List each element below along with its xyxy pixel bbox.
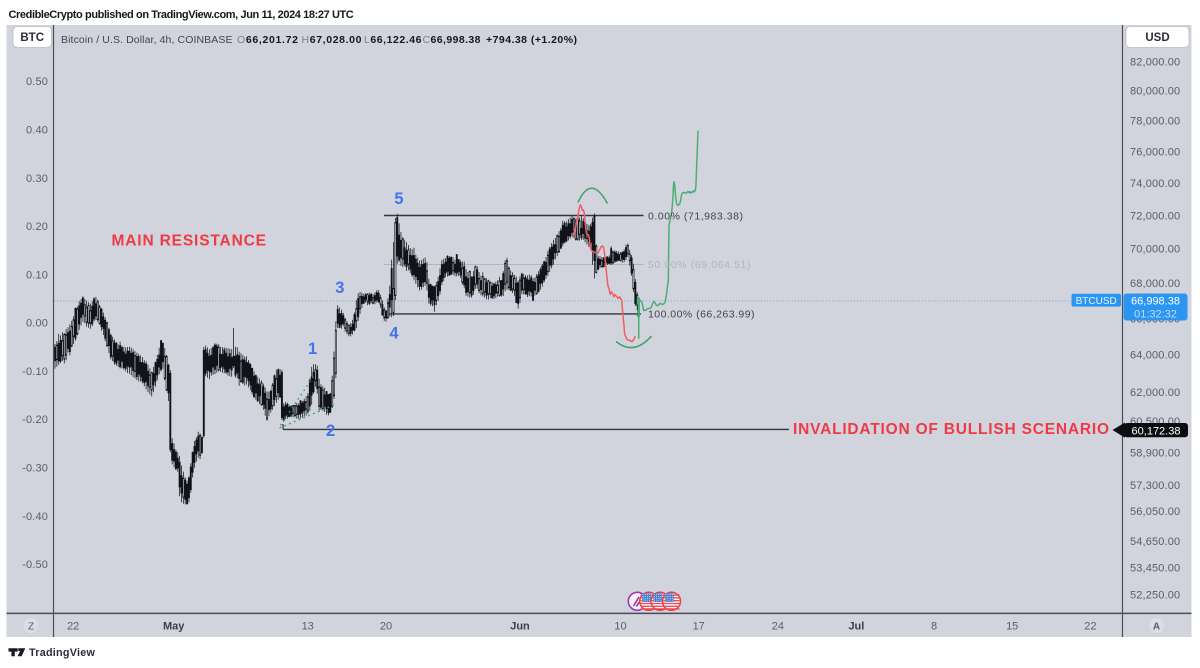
svg-text:13: 13 bbox=[302, 620, 314, 632]
svg-text:52,250.00: 52,250.00 bbox=[1130, 589, 1180, 601]
svg-text:64,000.00: 64,000.00 bbox=[1130, 350, 1180, 362]
svg-text:4: 4 bbox=[389, 324, 399, 342]
svg-text:TradingView: TradingView bbox=[29, 647, 96, 659]
svg-text:1: 1 bbox=[308, 340, 317, 358]
svg-text:-0.10: -0.10 bbox=[22, 366, 48, 378]
svg-text:5: 5 bbox=[394, 190, 403, 208]
svg-text:62,000.00: 62,000.00 bbox=[1130, 387, 1180, 399]
svg-text:57,300.00: 57,300.00 bbox=[1130, 480, 1180, 492]
svg-text:MAIN RESISTANCE: MAIN RESISTANCE bbox=[112, 233, 267, 250]
svg-text:66,998.38: 66,998.38 bbox=[1131, 296, 1180, 308]
svg-text:0.50: 0.50 bbox=[26, 76, 48, 88]
svg-text:+794.38 (+1.20%): +794.38 (+1.20%) bbox=[486, 34, 577, 46]
svg-text:-0.40: -0.40 bbox=[22, 511, 48, 523]
svg-text:100.00% (66,263.99): 100.00% (66,263.99) bbox=[648, 309, 755, 321]
svg-text:22: 22 bbox=[1084, 620, 1096, 632]
svg-text:76,000.00: 76,000.00 bbox=[1130, 146, 1180, 158]
svg-text:8: 8 bbox=[931, 620, 937, 632]
svg-text:BTC: BTC bbox=[20, 32, 44, 44]
svg-text:82,000.00: 82,000.00 bbox=[1130, 57, 1180, 69]
svg-text:72,000.00: 72,000.00 bbox=[1130, 211, 1180, 223]
svg-text:68,000.00: 68,000.00 bbox=[1130, 278, 1180, 290]
svg-text:Z: Z bbox=[28, 621, 34, 632]
svg-text:53,450.00: 53,450.00 bbox=[1130, 562, 1180, 574]
svg-text:0.00% (71,983.38): 0.00% (71,983.38) bbox=[648, 210, 743, 222]
svg-text:0.30: 0.30 bbox=[26, 173, 48, 185]
svg-text:20: 20 bbox=[380, 620, 392, 632]
svg-text:-0.20: -0.20 bbox=[22, 414, 48, 426]
svg-text:2: 2 bbox=[326, 422, 335, 440]
svg-text:0.00: 0.00 bbox=[26, 318, 48, 330]
svg-text:3: 3 bbox=[335, 279, 344, 297]
svg-text:BTCUSD: BTCUSD bbox=[1076, 296, 1117, 307]
svg-text:17: 17 bbox=[693, 620, 705, 632]
svg-text:CredibleCrypto published on Tr: CredibleCrypto published on TradingView.… bbox=[9, 9, 354, 21]
svg-text:80,000.00: 80,000.00 bbox=[1130, 86, 1180, 98]
svg-text:May: May bbox=[163, 620, 185, 632]
svg-text:-0.30: -0.30 bbox=[22, 463, 48, 475]
svg-text:22: 22 bbox=[67, 620, 79, 632]
svg-text:L66,122.46: L66,122.46 bbox=[364, 34, 422, 46]
svg-text:H67,028.00: H67,028.00 bbox=[302, 34, 362, 46]
svg-text:15: 15 bbox=[1006, 620, 1018, 632]
svg-text:INVALIDATION OF BULLISH SCENAR: INVALIDATION OF BULLISH SCENARIO bbox=[793, 421, 1109, 438]
svg-text:-0.50: -0.50 bbox=[22, 559, 48, 571]
svg-text:Jun: Jun bbox=[510, 620, 530, 632]
svg-text:50.00% (69,064.51): 50.00% (69,064.51) bbox=[648, 259, 751, 271]
svg-text:01:32:32: 01:32:32 bbox=[1134, 309, 1177, 321]
svg-text:10: 10 bbox=[614, 620, 626, 632]
svg-text:O66,201.72: O66,201.72 bbox=[237, 34, 298, 46]
svg-text:Jul: Jul bbox=[848, 620, 864, 632]
svg-text:0.40: 0.40 bbox=[26, 125, 48, 137]
svg-text:74,000.00: 74,000.00 bbox=[1130, 178, 1180, 190]
svg-text:58,900.00: 58,900.00 bbox=[1130, 448, 1180, 460]
svg-text:C66,998.38: C66,998.38 bbox=[423, 34, 481, 46]
svg-text:A: A bbox=[1153, 621, 1160, 632]
svg-text:0.10: 0.10 bbox=[26, 270, 48, 282]
svg-text:56,050.00: 56,050.00 bbox=[1130, 506, 1180, 518]
svg-text:54,650.00: 54,650.00 bbox=[1130, 536, 1180, 548]
svg-text:78,000.00: 78,000.00 bbox=[1130, 116, 1180, 128]
svg-text:24: 24 bbox=[772, 620, 784, 632]
svg-text:60,172.38: 60,172.38 bbox=[1132, 426, 1181, 438]
svg-text:0.20: 0.20 bbox=[26, 221, 48, 233]
svg-text:70,000.00: 70,000.00 bbox=[1130, 244, 1180, 256]
svg-text:Bitcoin / U.S. Dollar, 4h, COI: Bitcoin / U.S. Dollar, 4h, COINBASE bbox=[61, 34, 233, 46]
svg-text:USD: USD bbox=[1145, 32, 1169, 44]
